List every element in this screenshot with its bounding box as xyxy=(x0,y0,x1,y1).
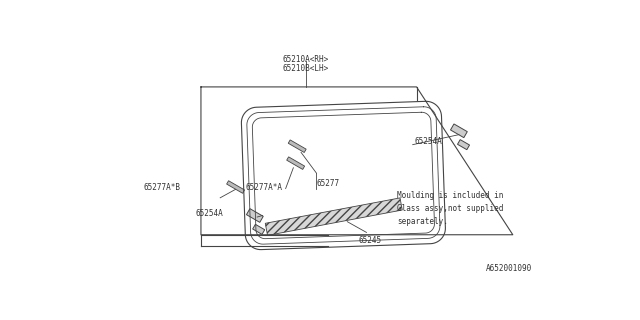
Polygon shape xyxy=(253,224,265,234)
Polygon shape xyxy=(227,181,244,193)
Polygon shape xyxy=(265,198,403,236)
Text: 65277A*B: 65277A*B xyxy=(143,182,180,191)
Text: 65277A*A: 65277A*A xyxy=(246,182,283,191)
Text: 65277: 65277 xyxy=(316,179,340,188)
Polygon shape xyxy=(288,140,306,153)
Text: 65254A: 65254A xyxy=(196,210,223,219)
Polygon shape xyxy=(451,124,467,138)
Polygon shape xyxy=(458,140,470,150)
Text: 65245: 65245 xyxy=(359,236,382,245)
Polygon shape xyxy=(287,157,305,169)
Text: 65210B<LH>: 65210B<LH> xyxy=(282,64,329,73)
Text: 65254A: 65254A xyxy=(414,137,442,146)
Text: 65210A<RH>: 65210A<RH> xyxy=(282,55,329,64)
Text: A652001090: A652001090 xyxy=(486,264,532,273)
Text: Moulding is included in
Glass assy,not supplied
separately.: Moulding is included in Glass assy,not s… xyxy=(397,191,504,226)
Polygon shape xyxy=(246,209,263,222)
